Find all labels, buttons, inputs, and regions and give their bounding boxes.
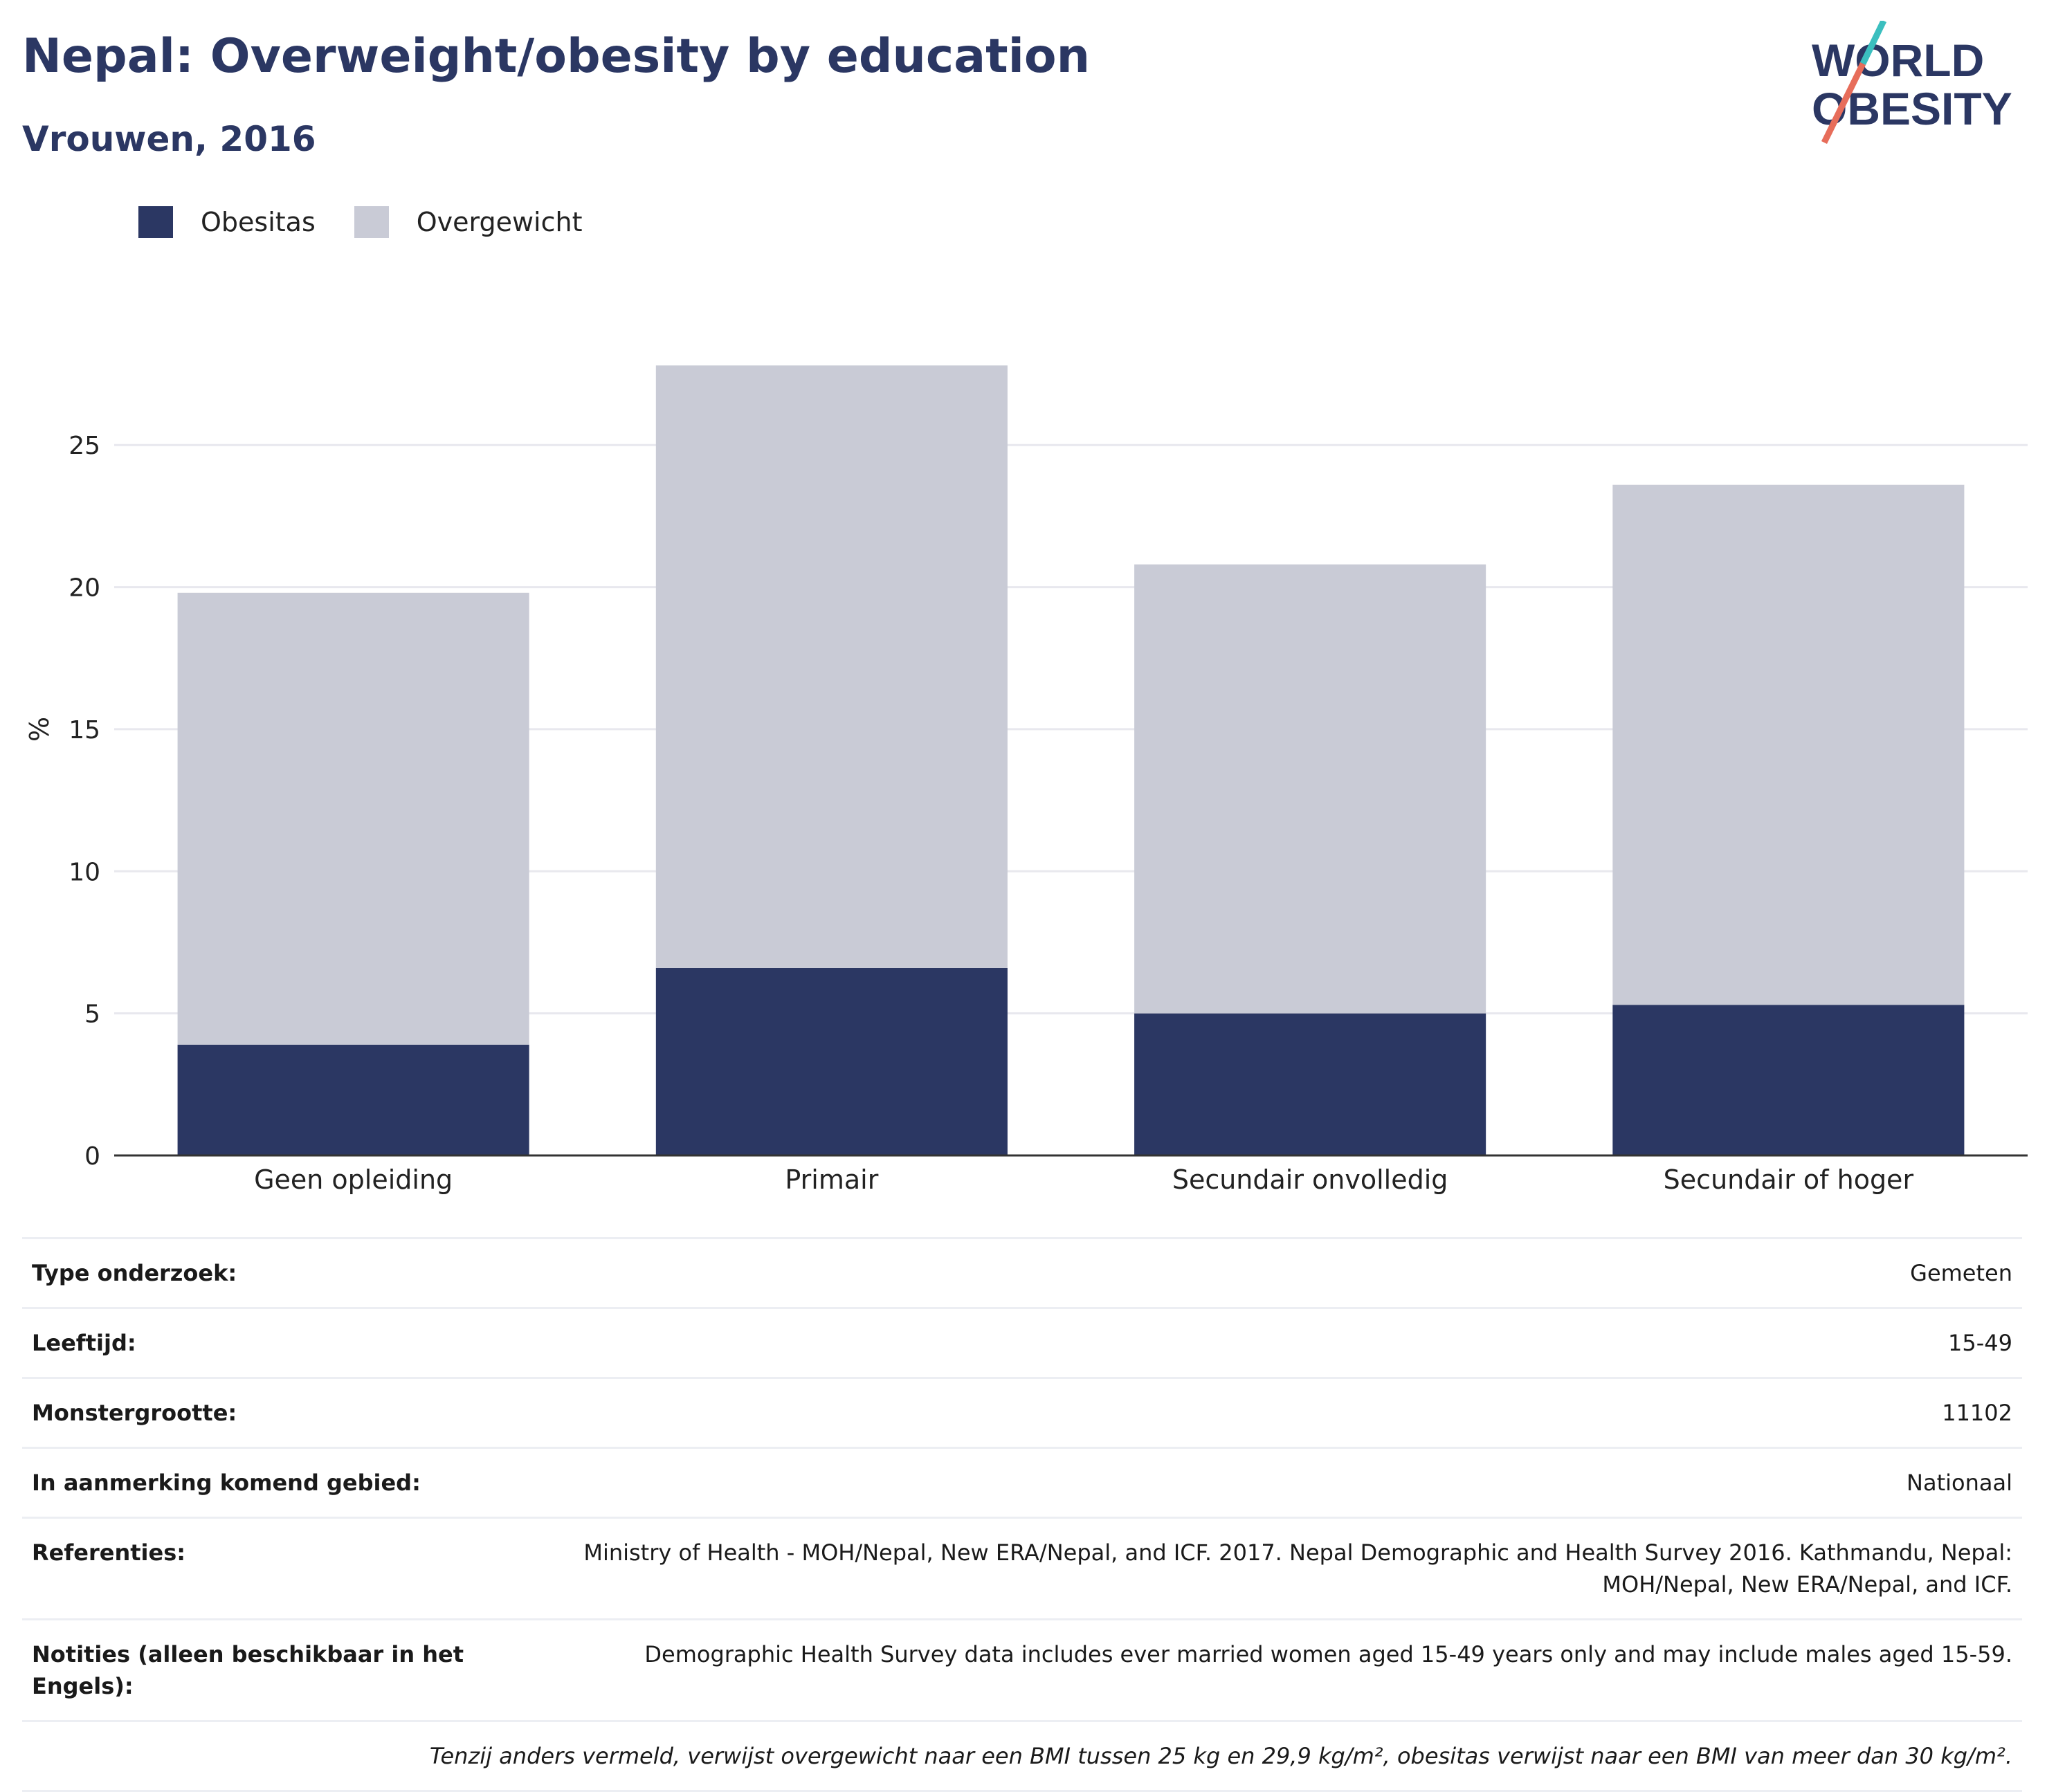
bar-overgewicht: [655, 365, 1008, 968]
svg-text:OBESITY: OBESITY: [1812, 83, 2012, 134]
info-row: Notities (alleen beschikbaar in het Enge…: [22, 1618, 2022, 1720]
bar-obesitas: [177, 1044, 529, 1155]
x-tick-label: Geen opleiding: [254, 1164, 453, 1195]
world-obesity-logo: WORLD OBESITY: [1812, 21, 2012, 144]
legend-label-overgewicht: Overgewicht: [416, 207, 583, 237]
info-row: Monstergrootte: 11102: [22, 1377, 2022, 1447]
info-value: Nationaal: [1907, 1470, 2012, 1496]
bar-overgewicht: [1612, 484, 1965, 1005]
info-label: In aanmerking komend gebied:: [32, 1470, 421, 1496]
y-axis-label: %: [24, 717, 55, 742]
info-row: Leeftijd: 15-49: [22, 1307, 2022, 1377]
x-tick-label: Primair: [785, 1164, 878, 1195]
legend-swatch-obesitas: [138, 206, 173, 238]
y-tick-label: 20: [69, 574, 100, 603]
chart-title: Nepal: Overweight/obesity by education: [22, 29, 1091, 84]
info-label: Type onderzoek:: [32, 1260, 237, 1286]
info-label: Notities (alleen beschikbaar in het Enge…: [32, 1641, 464, 1699]
chart-subtitle: Vrouwen, 2016: [22, 119, 316, 159]
info-value: 15-49: [1948, 1330, 2012, 1356]
info-value: Gemeten: [1910, 1260, 2012, 1286]
info-row: Referenties: Ministry of Health - MOH/Ne…: [22, 1517, 2022, 1618]
info-label: Monstergrootte:: [32, 1400, 237, 1426]
info-value: Ministry of Health - MOH/Nepal, New ERA/…: [583, 1539, 2012, 1598]
info-footnote: Tenzij anders vermeld, verwijst overgewi…: [22, 1720, 2022, 1792]
bar-overgewicht: [1134, 564, 1486, 1014]
info-label: Referenties:: [32, 1539, 186, 1566]
info-label: Leeftijd:: [32, 1330, 136, 1356]
y-tick-label: 15: [69, 716, 100, 744]
info-value: Demographic Health Survey data includes …: [644, 1641, 2012, 1667]
bar-obesitas: [655, 967, 1008, 1155]
info-value: 11102: [1942, 1400, 2012, 1426]
bar-obesitas: [1134, 1013, 1486, 1155]
legend-swatch-overgewicht: [354, 206, 389, 238]
info-table: Type onderzoek: Gemeten Leeftijd: 15-49 …: [22, 1237, 2022, 1792]
info-row: Type onderzoek: Gemeten: [22, 1237, 2022, 1307]
legend-label-obesitas: Obesitas: [201, 207, 316, 237]
y-tick-label: 0: [84, 1142, 100, 1171]
x-tick-label: Secundair onvolledig: [1172, 1164, 1448, 1195]
y-tick-label: 25: [69, 432, 100, 460]
bar-overgewicht: [177, 592, 529, 1045]
y-tick-label: 5: [84, 1000, 100, 1029]
stacked-bar-chart: 0 5 10 15 20 25% Geen opleiding Primair Secundai…: [24, 365, 2028, 1195]
x-tick-label: Secundair of hoger: [1664, 1164, 1914, 1195]
legend-item-obesitas[interactable]: Obesitas: [138, 206, 316, 238]
chart-legend: Obesitas Overgewicht: [138, 206, 621, 238]
info-row: In aanmerking komend gebied: Nationaal: [22, 1447, 2022, 1517]
svg-text:WORLD: WORLD: [1812, 35, 1984, 86]
bar-obesitas: [1612, 1005, 1965, 1155]
y-tick-label: 10: [69, 858, 100, 886]
legend-item-overgewicht[interactable]: Overgewicht: [354, 206, 583, 238]
